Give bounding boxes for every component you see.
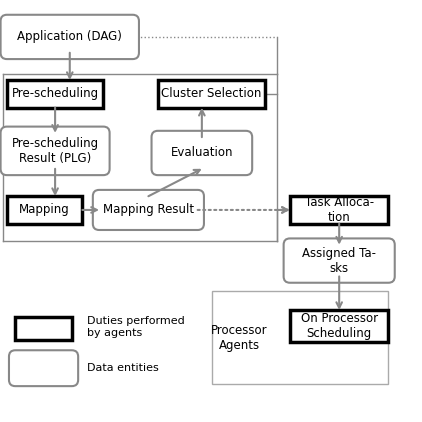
FancyBboxPatch shape (15, 316, 72, 340)
FancyBboxPatch shape (0, 127, 110, 175)
FancyBboxPatch shape (151, 131, 252, 175)
Text: Mapping: Mapping (19, 203, 70, 216)
FancyBboxPatch shape (212, 291, 389, 384)
Text: Mapping Result: Mapping Result (103, 203, 194, 216)
FancyBboxPatch shape (290, 196, 389, 224)
Text: Evaluation: Evaluation (170, 146, 233, 160)
Text: Pre-scheduling
Result (PLG): Pre-scheduling Result (PLG) (11, 137, 99, 165)
Text: Application (DAG): Application (DAG) (17, 30, 122, 43)
FancyBboxPatch shape (0, 15, 139, 59)
FancyBboxPatch shape (7, 196, 82, 224)
Text: Processor
Agents: Processor Agents (211, 324, 268, 352)
Text: Duties performed
by agents: Duties performed by agents (87, 316, 184, 338)
Text: Data entities: Data entities (87, 363, 158, 373)
Text: Cluster Selection: Cluster Selection (161, 87, 262, 100)
Text: Pre-scheduling: Pre-scheduling (11, 87, 99, 100)
FancyBboxPatch shape (290, 310, 389, 342)
FancyBboxPatch shape (93, 190, 204, 230)
Text: On Processor
Scheduling: On Processor Scheduling (300, 312, 378, 340)
FancyBboxPatch shape (158, 80, 265, 108)
FancyBboxPatch shape (9, 350, 78, 386)
Text: Task Alloca-
tion: Task Alloca- tion (305, 196, 374, 224)
FancyBboxPatch shape (7, 80, 103, 108)
FancyBboxPatch shape (284, 238, 395, 283)
Text: Assigned Ta-
sks: Assigned Ta- sks (302, 246, 376, 275)
